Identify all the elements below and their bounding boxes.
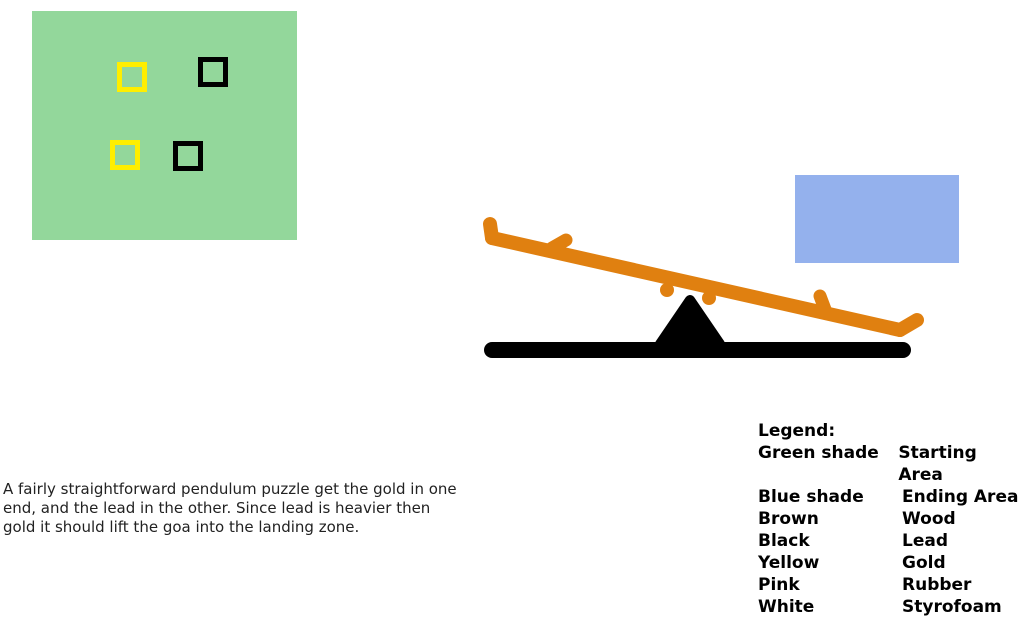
legend-row: Black Lead bbox=[758, 530, 1024, 552]
ending-area bbox=[795, 175, 959, 263]
legend-meaning: Styrofoam bbox=[902, 597, 1002, 617]
legend-row: Brown Wood bbox=[758, 508, 1024, 530]
legend-meaning: Rubber bbox=[902, 575, 972, 595]
seesaw-scene bbox=[483, 217, 924, 358]
legend-color: Green shade bbox=[758, 443, 879, 463]
fulcrum bbox=[655, 295, 725, 349]
legend-row: Yellow Gold bbox=[758, 552, 1024, 574]
legend-meaning: Wood bbox=[902, 509, 956, 529]
legend-row: Blue shade Ending Area bbox=[758, 486, 1024, 508]
legend-meaning: Ending Area bbox=[902, 487, 1019, 507]
gold-block[interactable] bbox=[117, 62, 147, 92]
puzzle-description: A fairly straightforward pendulum puzzle… bbox=[3, 480, 457, 536]
gold-block[interactable] bbox=[110, 140, 140, 170]
starting-area bbox=[32, 11, 297, 240]
legend-color: Yellow bbox=[758, 553, 820, 573]
legend-meaning: Lead bbox=[902, 531, 949, 551]
legend: Legend: Green shade Starting Area Blue s… bbox=[758, 420, 1024, 618]
lead-block[interactable] bbox=[198, 57, 228, 87]
legend-meaning: Starting Area bbox=[898, 443, 977, 485]
legend-color: Pink bbox=[758, 575, 800, 595]
legend-meaning: Gold bbox=[902, 553, 946, 573]
legend-row: Pink Rubber bbox=[758, 574, 1024, 596]
legend-title: Legend: bbox=[758, 421, 836, 441]
wooden-plank[interactable] bbox=[483, 217, 924, 337]
legend-color: Blue shade bbox=[758, 487, 864, 507]
legend-color: White bbox=[758, 597, 815, 617]
legend-row: Green shade Starting Area bbox=[758, 442, 1024, 486]
legend-row: White Styrofoam bbox=[758, 596, 1024, 618]
legend-color: Brown bbox=[758, 509, 819, 529]
legend-color: Black bbox=[758, 531, 810, 551]
lead-block[interactable] bbox=[173, 141, 203, 171]
